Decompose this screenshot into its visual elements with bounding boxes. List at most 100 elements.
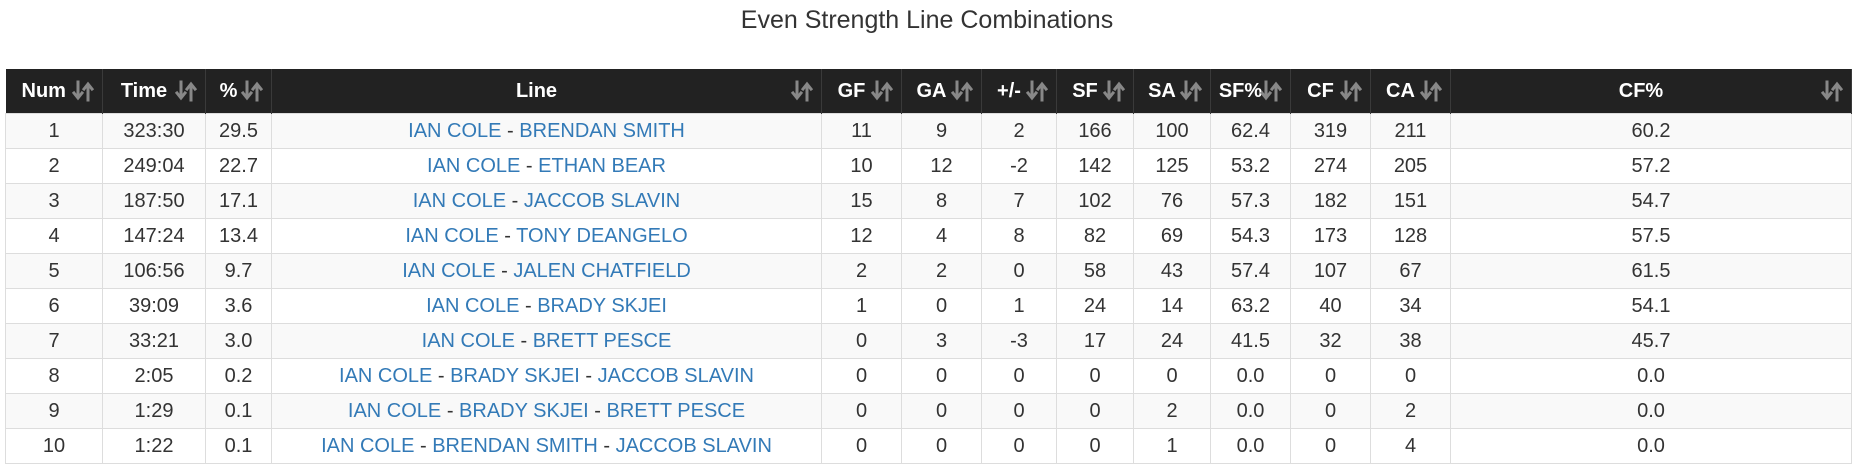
player-link[interactable]: BRADY SKJEI	[450, 364, 580, 387]
cell-sf: 17	[1056, 323, 1134, 359]
cell-plus-minus: 0	[981, 428, 1057, 464]
cell-ca: 34	[1370, 288, 1451, 324]
column-header-cf-pct[interactable]: CF%	[1450, 69, 1852, 114]
cell-sa: 2	[1133, 393, 1211, 429]
cell-sa: 69	[1133, 218, 1211, 254]
cell-sf: 166	[1056, 113, 1134, 149]
sort-icon[interactable]	[71, 80, 95, 102]
cell-sf-pct: 0.0	[1210, 393, 1291, 429]
player-link[interactable]: IAN COLE	[321, 434, 415, 457]
sort-icon[interactable]	[240, 80, 264, 102]
player-link[interactable]: TONY DEANGELO	[516, 224, 688, 247]
cell-cf-pct: 57.5	[1450, 218, 1852, 254]
cell-sa: 24	[1133, 323, 1211, 359]
column-header-cf[interactable]: CF	[1290, 69, 1371, 114]
player-link[interactable]: IAN COLE	[426, 294, 520, 317]
sort-icon[interactable]	[1025, 80, 1049, 102]
player-link[interactable]: IAN COLE	[408, 119, 502, 142]
player-link[interactable]: BRETT PESCE	[532, 329, 672, 352]
player-link[interactable]: BRADY SKJEI	[459, 399, 589, 422]
player-link[interactable]: IAN COLE	[405, 224, 499, 247]
sort-icon[interactable]	[1339, 80, 1363, 102]
cell-cf: 32	[1290, 323, 1371, 359]
player-link[interactable]: JACCOB SLAVIN	[597, 364, 754, 387]
cell-ga: 4	[901, 218, 982, 254]
cell-plus-minus: 0	[981, 253, 1057, 289]
player-link[interactable]: BRADY SKJEI	[537, 294, 667, 317]
cell-sf: 0	[1056, 393, 1134, 429]
cell-sf-pct: 53.2	[1210, 148, 1291, 184]
cell-cf: 182	[1290, 183, 1371, 219]
player-link[interactable]: BRETT PESCE	[606, 399, 746, 422]
line-separator: -	[441, 399, 460, 422]
cell-num: 8	[5, 358, 103, 394]
player-link[interactable]: JALEN CHATFIELD	[513, 259, 691, 282]
line-combinations-table: Num Time% Line GF GA +/- SF SA SF% CF CA CF% 1 323:3…	[5, 69, 1852, 464]
cell-num: 7	[5, 323, 103, 359]
cell-ga: 0	[901, 358, 982, 394]
cell-line: IAN COLE - JACCOB SLAVIN	[271, 183, 822, 219]
cell-sf: 24	[1056, 288, 1134, 324]
cell-cf-pct: 0.0	[1450, 358, 1852, 394]
sort-icon[interactable]	[1820, 80, 1844, 102]
sort-icon[interactable]	[790, 80, 814, 102]
sort-icon[interactable]	[1179, 80, 1203, 102]
cell-plus-minus: 0	[981, 358, 1057, 394]
column-header-plus-minus[interactable]: +/-	[981, 69, 1057, 114]
column-header-num[interactable]: Num	[5, 69, 103, 114]
sort-icon[interactable]	[950, 80, 974, 102]
player-link[interactable]: IAN COLE	[421, 329, 515, 352]
table-row: 9 1:29 0.1 IAN COLE - BRADY SKJEI - BRETT P…	[5, 393, 1852, 429]
table-row: 7 33:21 3.0 IAN COLE - BRETT PESCE 0 3 -3 17 24 4…	[5, 323, 1852, 359]
cell-sf-pct: 57.4	[1210, 253, 1291, 289]
player-link[interactable]: IAN COLE	[347, 399, 442, 422]
column-header-ga[interactable]: GA	[901, 69, 982, 114]
player-link[interactable]: IAN COLE	[412, 189, 507, 212]
column-header-label: Num	[21, 79, 66, 102]
sort-icon[interactable]	[1419, 80, 1443, 102]
column-header-sf[interactable]: SF	[1056, 69, 1134, 114]
cell-line: IAN COLE - BRENDAN SMITH - JACCOB SLAVIN	[271, 428, 822, 464]
player-link[interactable]: BRENDAN SMITH	[519, 119, 685, 142]
cell-time: 323:30	[102, 113, 206, 149]
player-link[interactable]: JACCOB SLAVIN	[523, 189, 681, 212]
player-link[interactable]: IAN COLE	[339, 364, 433, 387]
cell-pct: 0.1	[205, 393, 272, 429]
cell-ga: 9	[901, 113, 982, 149]
column-header-line[interactable]: Line	[271, 69, 822, 114]
player-link[interactable]: IAN COLE	[427, 154, 521, 177]
player-link[interactable]: ETHAN BEAR	[538, 154, 666, 177]
column-header-gf[interactable]: GF	[821, 69, 902, 114]
player-link[interactable]: BRENDAN SMITH	[432, 434, 598, 457]
cell-gf: 15	[821, 183, 902, 219]
cell-cf: 107	[1290, 253, 1371, 289]
sort-icon[interactable]	[870, 80, 894, 102]
cell-cf-pct: 45.7	[1450, 323, 1852, 359]
cell-sf-pct: 0.0	[1210, 358, 1291, 394]
player-link[interactable]: IAN COLE	[402, 259, 496, 282]
sort-icon[interactable]	[1102, 80, 1126, 102]
column-header-ca[interactable]: CA	[1370, 69, 1451, 114]
column-header-sa[interactable]: SA	[1133, 69, 1211, 114]
cell-cf-pct: 0.0	[1450, 393, 1852, 429]
cell-pct: 29.5	[205, 113, 272, 149]
sort-icon[interactable]	[174, 80, 198, 102]
column-header-time[interactable]: Time	[102, 69, 206, 114]
line-separator: -	[579, 364, 598, 387]
cell-gf: 12	[821, 218, 902, 254]
column-header-sf-pct[interactable]: SF%	[1210, 69, 1291, 114]
column-header-label: CF%	[1618, 79, 1664, 102]
cell-line: IAN COLE - JALEN CHATFIELD	[271, 253, 822, 289]
cell-time: 187:50	[102, 183, 206, 219]
cell-cf-pct: 60.2	[1450, 113, 1852, 149]
cell-plus-minus: -3	[981, 323, 1057, 359]
cell-cf: 319	[1290, 113, 1371, 149]
column-header-label: SA	[1148, 79, 1176, 102]
column-header-pct[interactable]: %	[205, 69, 272, 114]
cell-num: 3	[5, 183, 103, 219]
cell-num: 4	[5, 218, 103, 254]
player-link[interactable]: JACCOB SLAVIN	[615, 434, 772, 457]
column-header-label: CF	[1307, 79, 1334, 102]
sort-icon[interactable]	[1259, 80, 1283, 102]
cell-time: 2:05	[102, 358, 206, 394]
